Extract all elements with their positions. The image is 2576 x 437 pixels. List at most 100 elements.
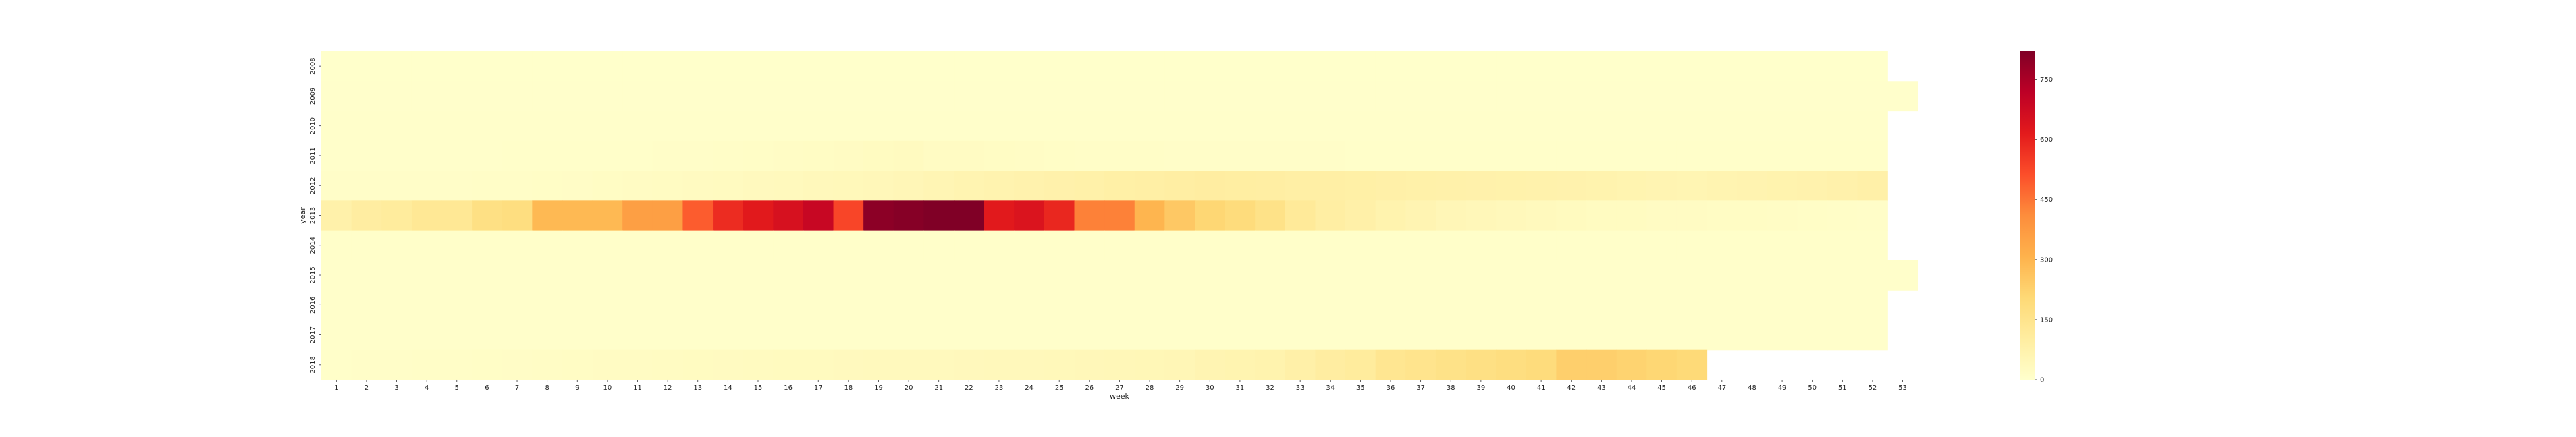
heatmap-cell bbox=[984, 320, 1015, 351]
heatmap-cell bbox=[803, 140, 834, 171]
heatmap-cell bbox=[1134, 320, 1165, 351]
heatmap-cell bbox=[1074, 260, 1105, 291]
heatmap-cell bbox=[773, 320, 804, 351]
heatmap-cell bbox=[954, 111, 985, 142]
heatmap-cell bbox=[773, 349, 804, 380]
heatmap-cell bbox=[863, 260, 894, 291]
x-tick-label: 12 bbox=[664, 384, 672, 392]
heatmap-cell bbox=[592, 171, 623, 201]
x-tick-label: 15 bbox=[754, 384, 763, 392]
heatmap-cell bbox=[1857, 111, 1888, 142]
heatmap-cell bbox=[351, 140, 382, 171]
heatmap-cell bbox=[562, 171, 593, 201]
heatmap-cell bbox=[1435, 200, 1467, 231]
heatmap-cell bbox=[743, 111, 774, 142]
heatmap-cell bbox=[713, 171, 744, 201]
heatmap-cell bbox=[713, 260, 744, 291]
heatmap-cell bbox=[1435, 290, 1467, 321]
heatmap-cell bbox=[1646, 140, 1678, 171]
heatmap-cell bbox=[1556, 320, 1587, 351]
heatmap-cell bbox=[381, 111, 412, 142]
heatmap-cell bbox=[502, 290, 533, 321]
heatmap-cell bbox=[381, 320, 412, 351]
heatmap-cell bbox=[1285, 51, 1316, 82]
heatmap-cell bbox=[1767, 320, 1798, 351]
heatmap-cell bbox=[381, 171, 412, 201]
heatmap-cell bbox=[1466, 200, 1497, 231]
heatmap-cell bbox=[1707, 290, 1738, 321]
heatmap-cell bbox=[1676, 171, 1708, 201]
heatmap-cell bbox=[1646, 320, 1678, 351]
heatmap-cell bbox=[1646, 260, 1678, 291]
heatmap-cell bbox=[1556, 51, 1587, 82]
heatmap-cell bbox=[1194, 290, 1226, 321]
heatmap-cell bbox=[1285, 200, 1316, 231]
heatmap-cell bbox=[1345, 81, 1376, 112]
heatmap-cell bbox=[1496, 230, 1527, 261]
heatmap-cell bbox=[954, 140, 985, 171]
heatmap-cell bbox=[411, 140, 443, 171]
heatmap-cell bbox=[502, 320, 533, 351]
colorbar-tick-label: 300 bbox=[2040, 256, 2053, 264]
heatmap-cell bbox=[1375, 51, 1406, 82]
heatmap-cell bbox=[1044, 171, 1075, 201]
heatmap-cell bbox=[1225, 81, 1256, 112]
x-tick-label: 20 bbox=[905, 384, 913, 392]
heatmap-cell bbox=[1526, 171, 1557, 201]
x-tick-label: 18 bbox=[844, 384, 853, 392]
x-tick-label: 32 bbox=[1266, 384, 1274, 392]
heatmap-cell bbox=[1134, 349, 1165, 380]
heatmap-cell bbox=[1375, 171, 1406, 201]
heatmap-cell bbox=[1164, 320, 1196, 351]
heatmap-cell bbox=[1556, 140, 1587, 171]
heatmap-cell bbox=[923, 111, 955, 142]
heatmap-cell bbox=[984, 290, 1015, 321]
heatmap-cell bbox=[1646, 81, 1678, 112]
heatmap-cell bbox=[1044, 111, 1075, 142]
heatmap-cell bbox=[1225, 230, 1256, 261]
y-tick-label: 2011 bbox=[309, 147, 317, 164]
heatmap-cell bbox=[1646, 111, 1678, 142]
heatmap-cell bbox=[682, 320, 714, 351]
heatmap-cell bbox=[1014, 260, 1045, 291]
x-tick-label: 11 bbox=[633, 384, 642, 392]
heatmap-cell bbox=[1104, 290, 1135, 321]
heatmap-cell bbox=[1074, 320, 1105, 351]
heatmap-cell bbox=[472, 290, 503, 321]
heatmap-cell bbox=[863, 81, 894, 112]
heatmap-cell bbox=[1285, 230, 1316, 261]
heatmap-cell bbox=[1194, 81, 1226, 112]
heatmap-cell bbox=[652, 230, 684, 261]
heatmap-cell bbox=[562, 81, 593, 112]
heatmap-cell bbox=[622, 260, 653, 291]
heatmap-cell bbox=[1556, 81, 1587, 112]
heatmap-cell bbox=[1737, 111, 1768, 142]
y-tick-label: 2017 bbox=[309, 326, 317, 343]
heatmap-cell bbox=[441, 171, 473, 201]
heatmap-cell bbox=[502, 200, 533, 231]
heatmap-cell bbox=[1134, 81, 1165, 112]
heatmap-cell bbox=[1556, 290, 1587, 321]
heatmap-cell bbox=[833, 290, 864, 321]
heatmap-cell bbox=[1646, 290, 1678, 321]
heatmap-cell bbox=[1225, 320, 1256, 351]
x-tick-label: 10 bbox=[603, 384, 612, 392]
heatmap-cell bbox=[1345, 200, 1376, 231]
heatmap-cell bbox=[1767, 290, 1798, 321]
heatmap-cell bbox=[502, 81, 533, 112]
heatmap-cell bbox=[773, 111, 804, 142]
heatmap-cell bbox=[1466, 290, 1497, 321]
heatmap-cell bbox=[1767, 200, 1798, 231]
heatmap-cell bbox=[472, 349, 503, 380]
heatmap-cell bbox=[1466, 140, 1497, 171]
heatmap-cell bbox=[1496, 349, 1527, 380]
heatmap-cell bbox=[863, 230, 894, 261]
heatmap-cell bbox=[1164, 230, 1196, 261]
colorbar-ticks: 0 150 300 450 600 750 bbox=[2035, 76, 2053, 384]
heatmap-cell bbox=[1194, 260, 1226, 291]
heatmap-cell bbox=[954, 349, 985, 380]
heatmap-cell bbox=[1466, 320, 1497, 351]
x-tick-label: 40 bbox=[1507, 384, 1515, 392]
x-tick-label: 37 bbox=[1416, 384, 1425, 392]
heatmap-cell bbox=[1074, 290, 1105, 321]
